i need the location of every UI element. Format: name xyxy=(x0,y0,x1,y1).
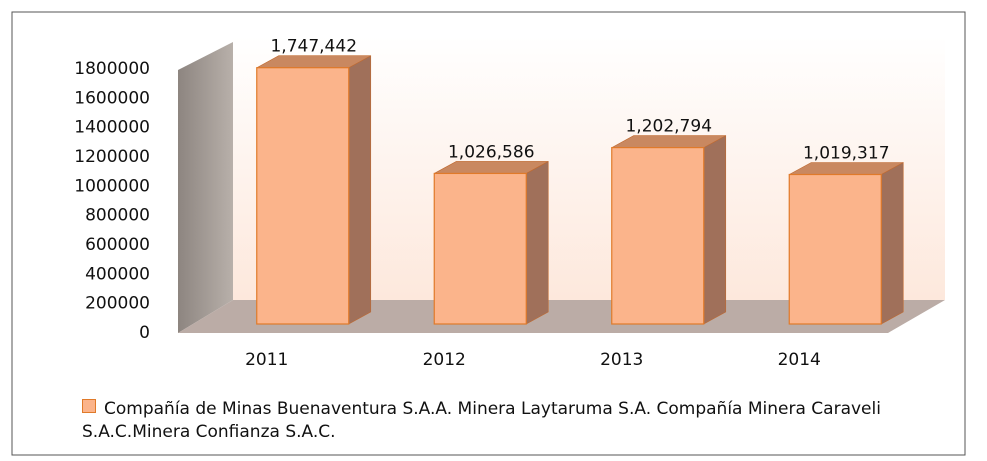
y-tick-label: 600000 xyxy=(85,235,150,255)
bar xyxy=(256,67,350,325)
y-tick-label: 800000 xyxy=(85,206,150,226)
y-tick-label: 0 xyxy=(139,323,150,343)
x-tick-label: 2011 xyxy=(245,350,288,370)
y-tick-label: 1600000 xyxy=(74,88,150,108)
y-tick-label: 400000 xyxy=(85,264,150,284)
bar-side xyxy=(703,135,727,325)
y-tick-label: 1800000 xyxy=(74,59,150,79)
legend: Compañía de Minas Buenaventura S.A.A. Mi… xyxy=(82,398,962,444)
x-tick-label: 2013 xyxy=(600,350,643,370)
y-tick-label: 1200000 xyxy=(74,147,150,167)
y-tick-label: 200000 xyxy=(85,294,150,314)
data-label: 1,026,586 xyxy=(448,142,535,162)
y-tick-label: 1400000 xyxy=(74,118,150,138)
legend-swatch xyxy=(82,399,96,413)
data-label: 1,747,442 xyxy=(270,37,357,57)
bar-side xyxy=(348,55,372,325)
data-label: 1,202,794 xyxy=(625,117,712,137)
data-label: 1,019,317 xyxy=(803,144,890,164)
back-wall xyxy=(233,36,945,300)
bar-side xyxy=(880,161,904,325)
legend-label: Compañía de Minas Buenaventura S.A.A. Mi… xyxy=(82,399,881,442)
side-wall xyxy=(178,42,233,333)
x-tick-label: 2012 xyxy=(423,350,466,370)
bar xyxy=(433,172,527,325)
bar xyxy=(611,146,705,325)
bar-side xyxy=(525,160,549,325)
x-tick-label: 2014 xyxy=(778,350,821,370)
bar xyxy=(788,173,882,325)
y-tick-label: 1000000 xyxy=(74,176,150,196)
